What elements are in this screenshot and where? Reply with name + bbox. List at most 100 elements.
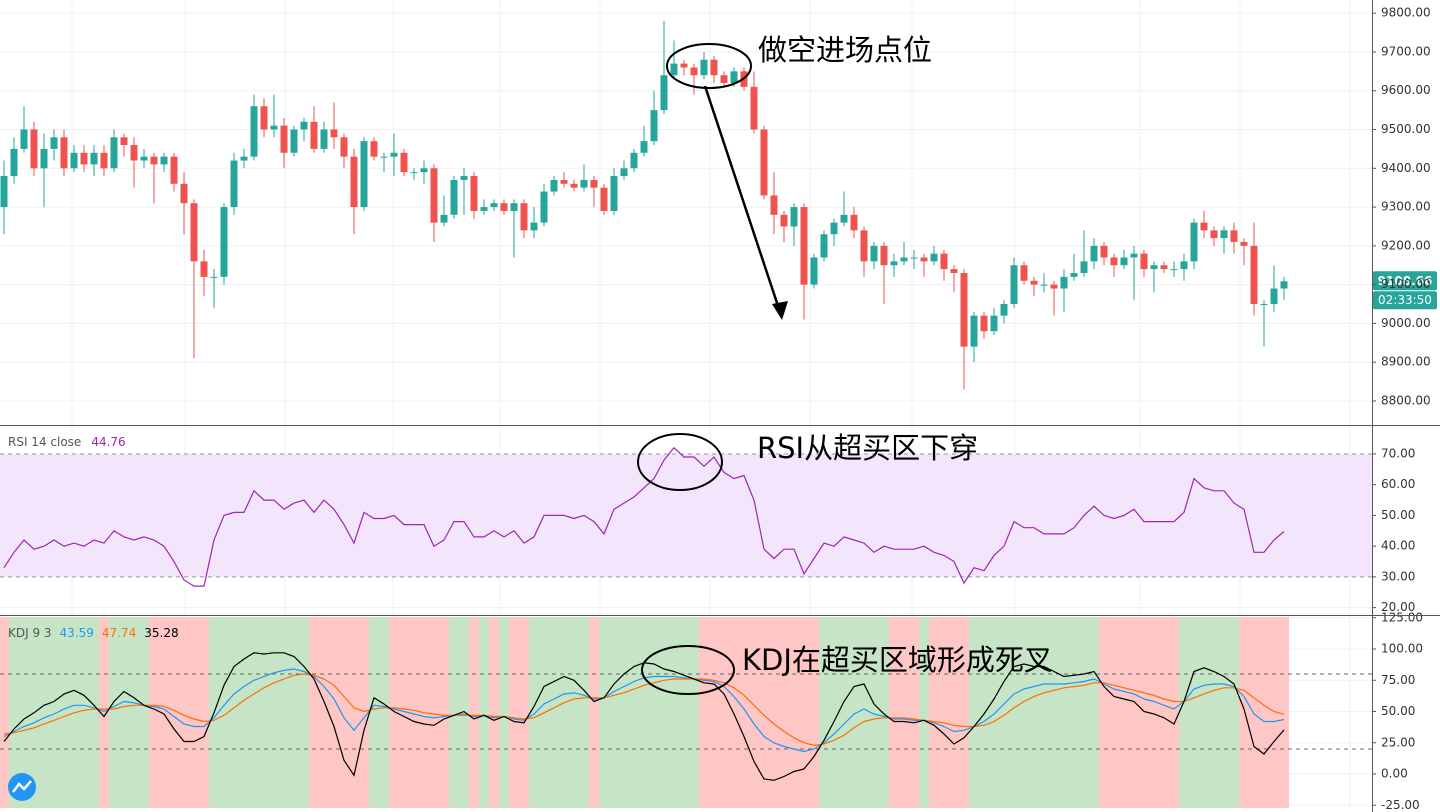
candle-body: [880, 245, 888, 266]
candle-body: [370, 141, 378, 157]
candle-body: [750, 86, 758, 130]
indicator-value: 35.28: [144, 626, 178, 640]
cross-zone: [0, 617, 9, 808]
cross-zone: [629, 617, 639, 808]
annotation: RSI从超买区下穿: [757, 431, 978, 465]
candle-body: [1070, 272, 1078, 277]
cross-zone: [619, 617, 629, 808]
candle-body: [420, 168, 428, 173]
candle-body: [1260, 304, 1268, 306]
cross-zone: [409, 617, 419, 808]
cross-zone: [589, 617, 599, 808]
candle-body: [610, 176, 618, 211]
cross-zone: [219, 617, 229, 808]
cross-zone: [1189, 617, 1199, 808]
y-tick-label: 30.00: [1381, 569, 1415, 583]
cross-zone: [949, 617, 959, 808]
y-tick-label: 9300.00: [1381, 200, 1431, 214]
candle-body: [110, 137, 118, 169]
cross-zone: [1269, 617, 1279, 808]
candle-body: [0, 176, 8, 208]
cross-zone: [129, 617, 139, 808]
candle-body: [260, 106, 268, 130]
candle-body: [290, 129, 298, 153]
cross-zone: [639, 617, 649, 808]
cross-zone: [349, 617, 359, 808]
candle-body: [770, 195, 778, 215]
cross-zone: [279, 617, 289, 808]
candle-body: [400, 152, 408, 173]
candle-body: [1060, 276, 1068, 289]
candle-body: [530, 222, 538, 231]
candle-body: [780, 214, 788, 227]
candle-body: [230, 160, 238, 208]
cross-zone: [939, 617, 949, 808]
candle-body: [660, 75, 668, 111]
cross-zone: [229, 617, 239, 808]
candle-body: [960, 272, 968, 347]
cross-zone: [899, 617, 909, 808]
y-tick-label: 100.00: [1381, 642, 1423, 656]
candle-body: [130, 145, 138, 161]
annotation: 做空进场点位: [758, 33, 932, 67]
indicator-value: 47.74: [102, 626, 136, 640]
candle-body: [1080, 261, 1088, 273]
candle-body: [1050, 284, 1058, 289]
candle-body: [590, 179, 598, 188]
cross-zone: [819, 617, 829, 808]
y-tick-label: 9100.00: [1381, 277, 1431, 291]
cross-zone: [1009, 617, 1019, 808]
candle-body: [990, 315, 998, 332]
candle-body: [810, 257, 818, 285]
candle-body: [720, 75, 728, 83]
cross-zone: [1109, 617, 1119, 808]
cross-zone: [859, 617, 869, 808]
candle-body: [1010, 265, 1018, 305]
candle-body: [790, 207, 798, 227]
candle-body: [850, 214, 858, 231]
y-tick-label: 20.00: [1381, 600, 1415, 614]
cross-zone: [559, 617, 569, 808]
cross-zone: [59, 617, 69, 808]
price-label-box: [1373, 271, 1437, 291]
cross-zone: [959, 617, 969, 808]
candle-body: [690, 67, 698, 76]
cross-zone: [1059, 617, 1069, 808]
candle-body: [10, 148, 18, 177]
candle-body: [100, 152, 108, 169]
y-tick-label: 9700.00: [1381, 44, 1431, 58]
cross-zone: [609, 617, 619, 808]
candle-body: [670, 63, 678, 76]
candle-body: [1200, 222, 1208, 231]
cross-zone: [1199, 617, 1209, 808]
candle-body: [160, 156, 168, 165]
cross-zone: [489, 617, 499, 808]
cross-zone: [689, 617, 699, 808]
cross-zone: [659, 617, 669, 808]
candle-body: [50, 137, 58, 149]
cross-zone: [799, 617, 809, 808]
cross-zone: [699, 617, 709, 808]
candle-body: [470, 176, 478, 211]
cross-zone: [989, 617, 999, 808]
candle-body: [1180, 261, 1188, 270]
indicator-header: RSI 14 close 44.76: [8, 435, 126, 449]
cross-zone: [289, 617, 299, 808]
y-tick-label: 8900.00: [1381, 355, 1431, 369]
cross-zone: [1259, 617, 1269, 808]
candle-body: [1210, 230, 1218, 239]
candle-body: [940, 253, 948, 270]
cross-zone: [749, 617, 759, 808]
annotations: 做空进场点位 RSI从超买区下穿 KDJ在超买区域形成死叉: [8, 33, 1053, 801]
cross-zone: [399, 617, 409, 808]
price-label: 9108.66: [1378, 274, 1433, 288]
candle-body: [1020, 265, 1028, 281]
candle-body: [340, 137, 348, 157]
candle-body: [560, 179, 568, 184]
cross-zone: [1029, 617, 1039, 808]
candle-body: [550, 179, 558, 192]
candle-body: [430, 168, 438, 223]
cross-zone: [969, 617, 979, 808]
candle-body: [710, 59, 718, 76]
candle-body: [1280, 281, 1288, 289]
